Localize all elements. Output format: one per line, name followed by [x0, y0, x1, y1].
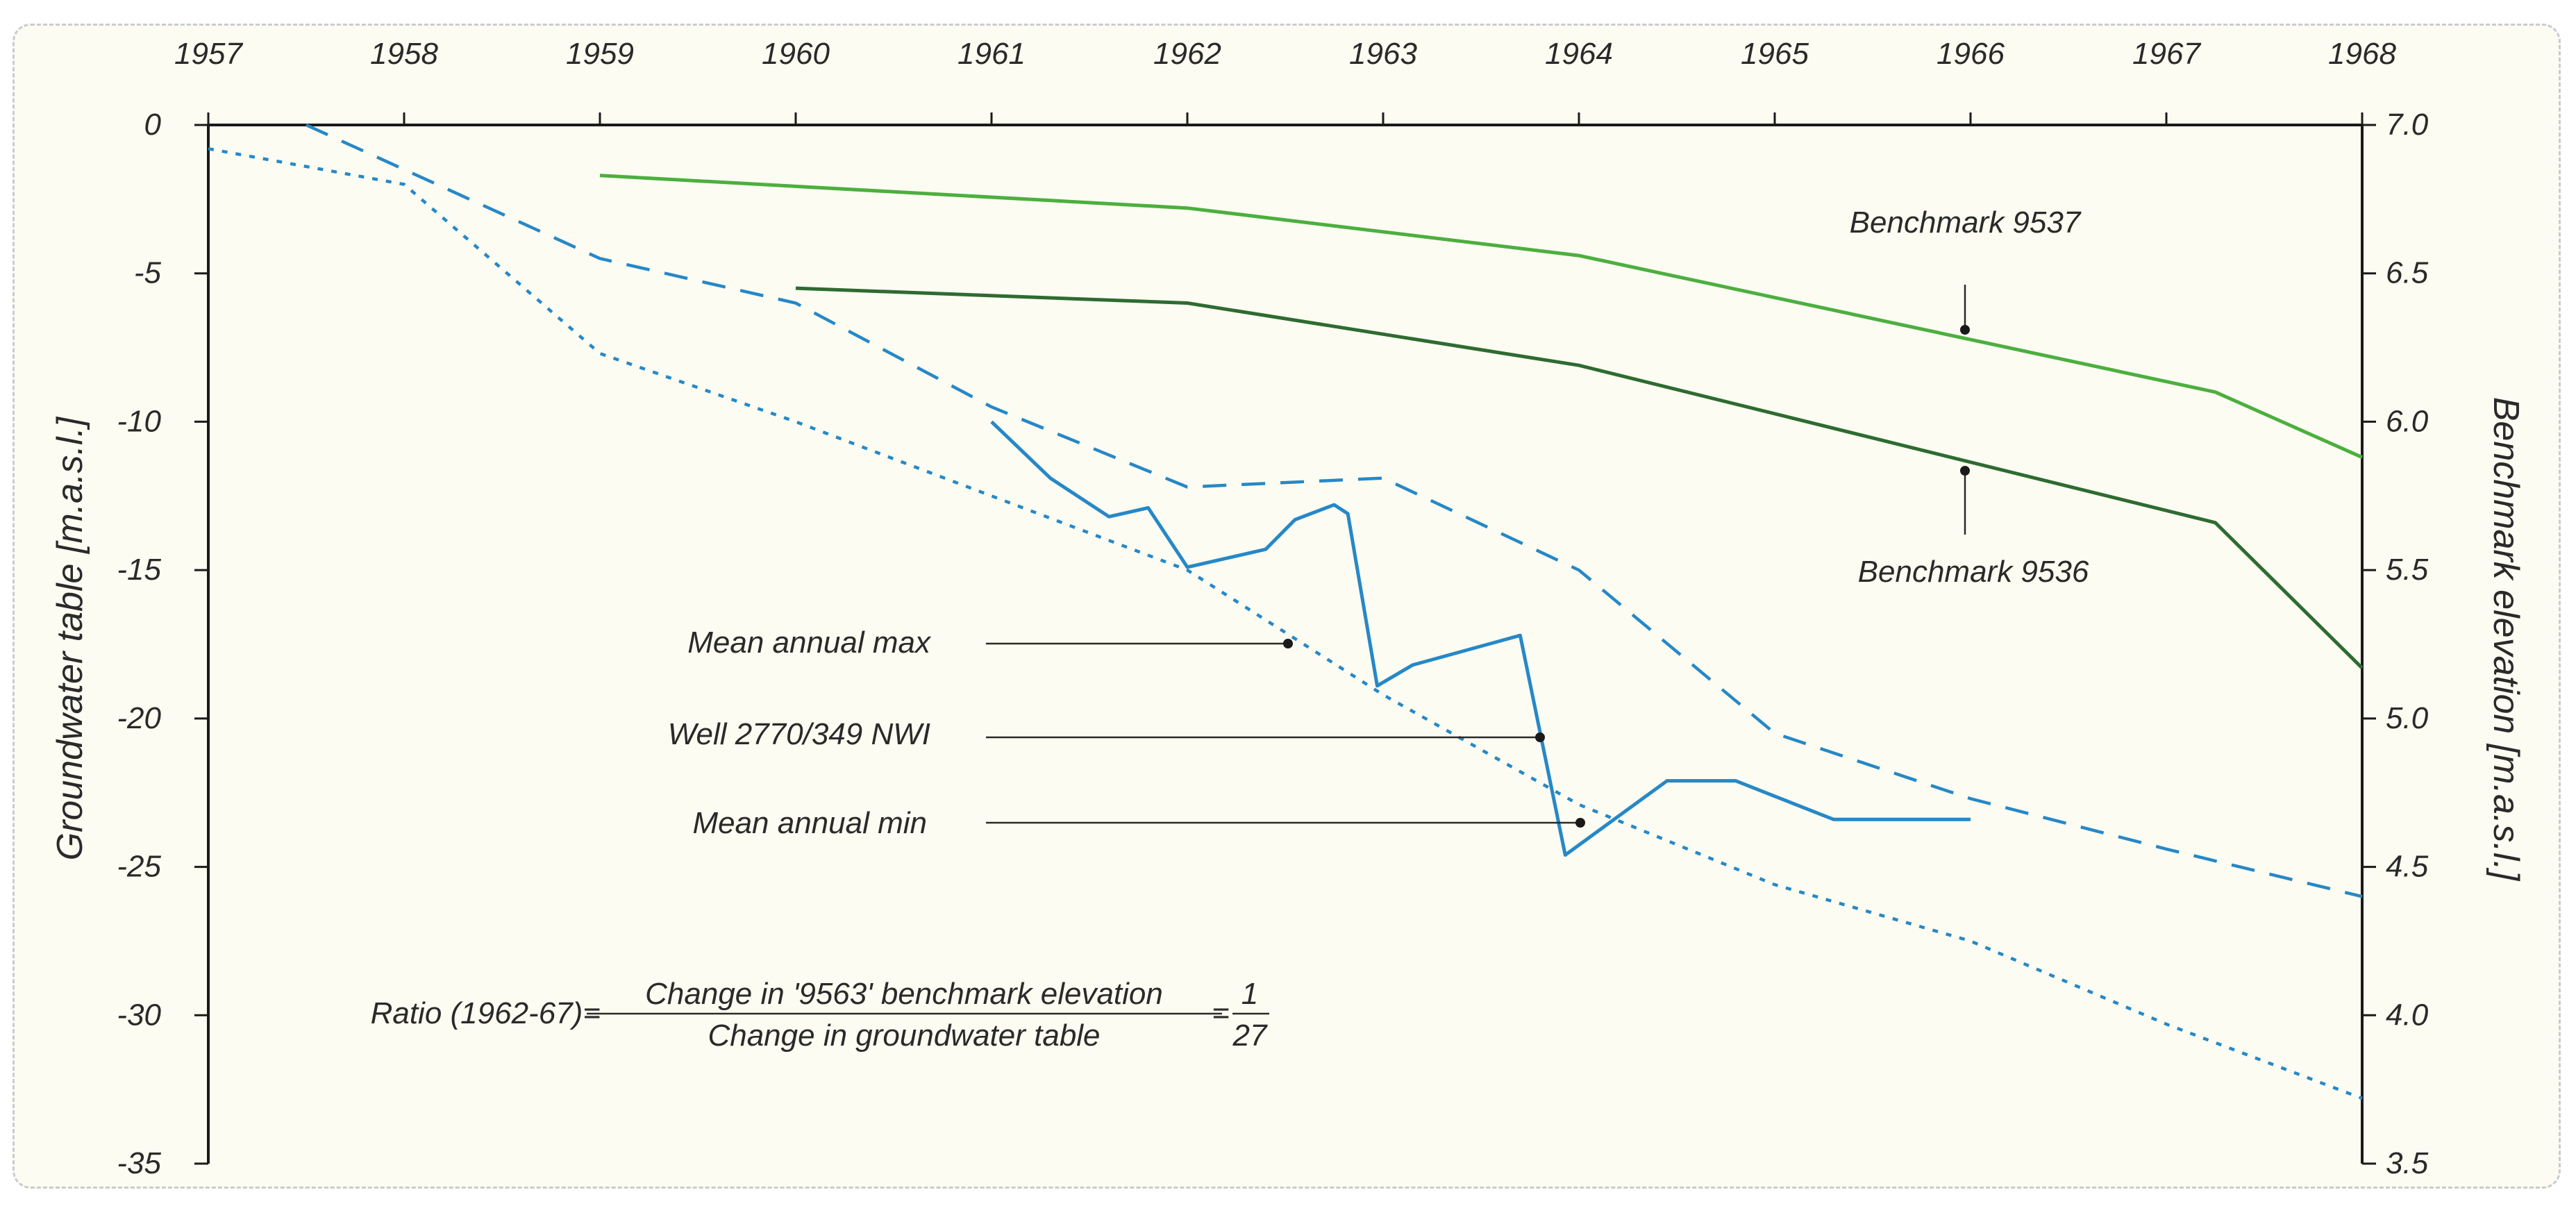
y-right-tick-label: 4.5: [2386, 850, 2429, 884]
series-line-benchmark-9537: [599, 174, 2364, 459]
label-mean-annual-min: Mean annual min: [692, 806, 927, 840]
y-right-tick-label: 3.5: [2386, 1146, 2429, 1180]
y-right-tick-label: 4.0: [2386, 998, 2429, 1032]
ratio-value-numerator: 1: [1241, 977, 1258, 1011]
ratio-prefix: Ratio (1962-67)=: [371, 996, 601, 1030]
y-left-axis-title: Groundwater table [m.a.s.l.]: [50, 416, 90, 860]
x-tick-label: 1964: [1545, 37, 1613, 71]
y-left-tick-label: -30: [117, 998, 161, 1032]
x-tick-label: 1968: [2328, 37, 2396, 71]
x-tick-label: 1965: [1741, 37, 1809, 71]
x-tick-label: 1963: [1349, 37, 1417, 71]
x-tick-label: 1957: [174, 37, 243, 71]
x-tick-label: 1959: [566, 37, 634, 71]
axes: 1957 1958 1959 1960 1961 1962 1963 1964 1965 1966…: [117, 37, 2428, 1180]
series-line-mean-annual-min: [208, 146, 2363, 1100]
ratio-numerator: Change in '9563' benchmark elevation: [645, 977, 1163, 1011]
y-left-tick-label: -35: [117, 1146, 161, 1180]
y-right-tick-label: 5.5: [2386, 553, 2429, 587]
x-tick-label: 1966: [1937, 37, 2005, 71]
label-benchmark-9536: Benchmark 9536: [1858, 555, 2089, 589]
ratio-value-denominator: 27: [1232, 1019, 1268, 1053]
mean-annual-min-dot: [1575, 818, 1585, 828]
x-tick-label: 1961: [957, 37, 1026, 71]
series-layer: [208, 123, 2364, 1100]
ratio-equals: =: [1212, 996, 1230, 1030]
chart-frame: [12, 24, 2561, 1189]
series-line-benchmark-9536: [795, 286, 2364, 669]
x-tick-label: 1958: [370, 37, 438, 71]
mean-annual-max-dot: [1283, 639, 1293, 648]
x-tick-label: 1960: [762, 37, 830, 71]
benchmark-9536-dot: [1960, 466, 1970, 476]
y-right-tick-label: 6.5: [2386, 256, 2429, 290]
benchmark-9537-dot: [1960, 325, 1970, 335]
y-left-tick-label: 0: [144, 108, 162, 142]
y-right-tick-label: 7.0: [2386, 108, 2429, 142]
series-line-well-2770-349-nwi: [990, 420, 1971, 857]
y-left-tick-label: -25: [117, 850, 161, 884]
label-mean-annual-max: Mean annual max: [687, 626, 932, 660]
y-left-tick-label: -20: [117, 701, 161, 735]
well-dot: [1535, 732, 1545, 742]
y-left-tick-label: -15: [117, 553, 161, 587]
x-tick-label: 1962: [1153, 37, 1221, 71]
label-benchmark-9537: Benchmark 9537: [1850, 206, 2082, 240]
y-right-tick-label: 5.0: [2386, 701, 2429, 735]
annotations-layer: [986, 285, 1970, 828]
y-right-axis-title: Benchmark elevation [m.a.s.l.]: [2486, 397, 2526, 882]
x-tick-label: 1967: [2132, 37, 2201, 71]
y-left-tick-label: -5: [134, 256, 162, 290]
y-left-tick-label: -10: [117, 404, 161, 438]
label-well: Well 2770/349 NWI: [668, 717, 930, 751]
ratio-denominator: Change in groundwater table: [708, 1019, 1100, 1053]
series-line-mean-annual-max: [306, 123, 2363, 898]
y-right-tick-label: 6.0: [2386, 404, 2429, 438]
